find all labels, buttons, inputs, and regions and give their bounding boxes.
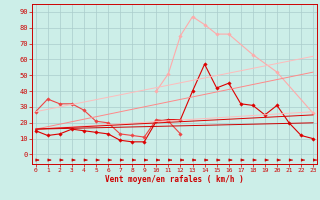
X-axis label: Vent moyen/en rafales ( km/h ): Vent moyen/en rafales ( km/h ) (105, 175, 244, 184)
